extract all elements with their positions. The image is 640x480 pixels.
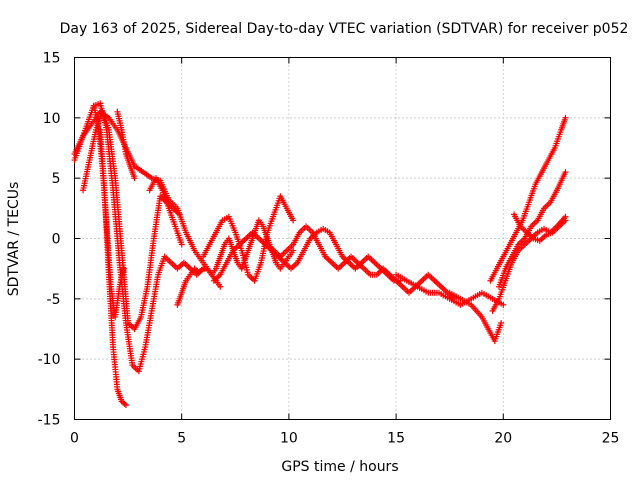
series-track-17 [511,211,569,244]
data-point [498,319,505,326]
data-point [562,217,569,224]
data-point [562,114,569,121]
x-tick-label: 25 [602,431,620,447]
y-tick-label: -15 [38,413,61,429]
series-track-6 [114,108,138,182]
y-tick-label: -5 [47,292,61,308]
series-track-7 [146,175,185,248]
series-track-5 [90,102,127,320]
series-track-1 [71,108,224,290]
y-tick-label: 0 [52,232,61,248]
x-tick-label: 20 [494,431,512,447]
data-point [178,241,185,248]
data-point [290,217,297,224]
x-tick-label: 15 [387,431,405,447]
axis-ticks: 0 5 10 15 20 25 -15 -10 -5 0 5 10 15 [38,51,620,447]
data-point [176,211,183,218]
grid-lines [74,57,611,420]
data-point [122,402,129,409]
data-point [131,175,138,182]
data-point [500,301,507,308]
x-axis-label: GPS time / hours [281,459,398,475]
y-tick-label: -10 [38,352,61,368]
x-tick-label: 10 [280,431,298,447]
y-axis-label: SDTVAR / TECUs [6,182,22,297]
data-point [120,265,127,272]
y-tick-label: 5 [52,171,61,187]
data-point [562,169,569,176]
data-point [290,247,297,254]
series-track-14 [487,114,569,284]
data-point [217,283,224,290]
series-track-12 [393,271,507,308]
data-series [71,100,569,409]
series-track-13 [446,289,505,345]
y-tick-label: 15 [43,51,61,67]
x-tick-label: 5 [177,431,186,447]
series-track-9 [200,193,297,284]
x-tick-label: 0 [70,431,79,447]
chart-title: Day 163 of 2025, Sidereal Day-to-day VTE… [60,21,629,37]
y-tick-label: 10 [43,111,61,127]
